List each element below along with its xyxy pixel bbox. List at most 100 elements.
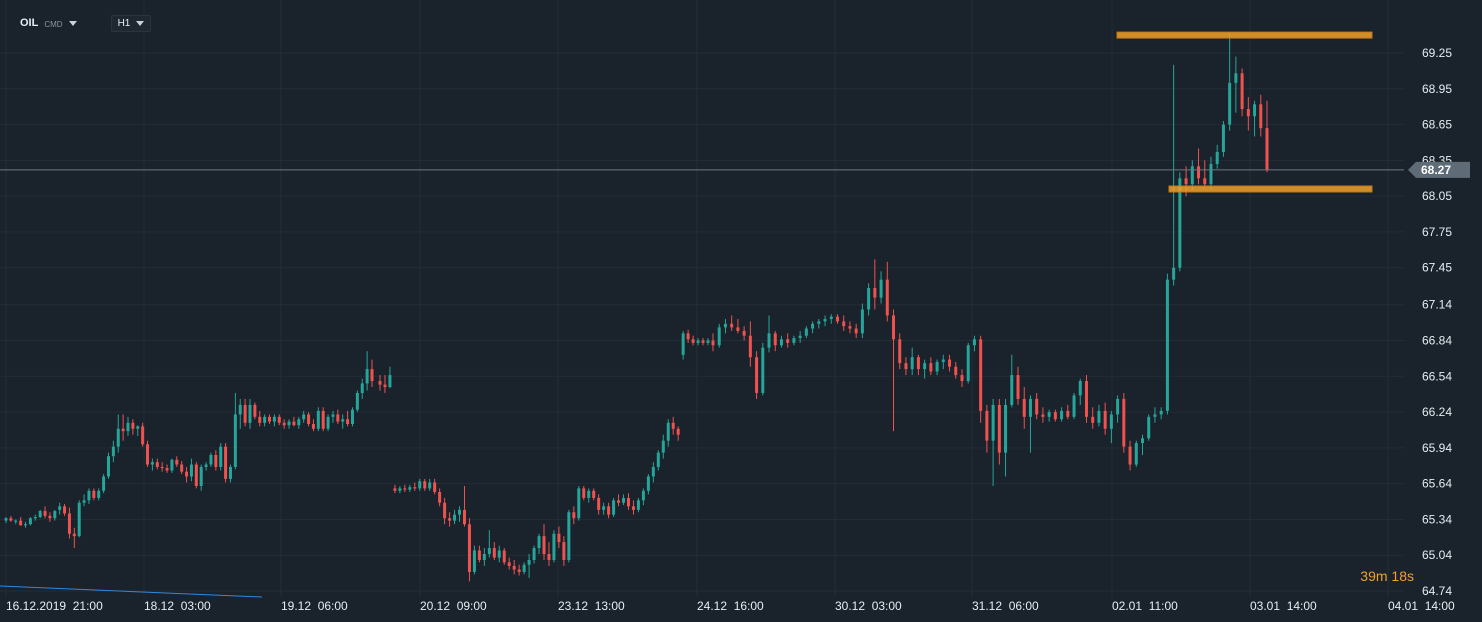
candle-body xyxy=(960,375,964,382)
candle-body xyxy=(106,456,110,477)
y-tick-label: 66.54 xyxy=(1422,369,1452,383)
candle-body xyxy=(111,446,115,457)
candle-body xyxy=(854,328,858,334)
candle-body xyxy=(185,471,189,477)
candle-body xyxy=(842,321,846,327)
candle-body xyxy=(146,444,150,465)
candle-body xyxy=(321,410,325,429)
candle-body xyxy=(1172,267,1176,280)
candle-body xyxy=(723,323,727,328)
candle-body xyxy=(879,279,883,298)
candle-body xyxy=(779,339,783,346)
candle-body xyxy=(736,327,740,331)
candle-body xyxy=(1116,398,1120,415)
candle-body xyxy=(755,357,759,393)
candle-body xyxy=(641,490,645,501)
candle-body xyxy=(1134,443,1138,465)
candle-body xyxy=(248,404,252,423)
candle-body xyxy=(9,518,13,521)
candle-body xyxy=(77,502,81,537)
candle-body xyxy=(72,533,76,537)
candle-body xyxy=(1178,178,1182,268)
candle-body xyxy=(773,333,777,346)
candle-body xyxy=(1041,414,1045,417)
candle-body xyxy=(150,462,154,465)
candle-countdown: 39m 18s xyxy=(1360,568,1414,584)
candle-body xyxy=(910,357,914,370)
candle-body xyxy=(204,464,208,467)
symbol-selector[interactable]: OIL CMD xyxy=(14,15,83,31)
candle-body xyxy=(214,455,218,467)
candle-body xyxy=(462,509,466,525)
candle-body xyxy=(413,487,417,489)
candle-body xyxy=(761,347,765,393)
candle-body xyxy=(92,490,96,498)
candle-body xyxy=(467,524,471,572)
candle-body xyxy=(607,506,611,515)
candle-body xyxy=(307,414,311,424)
candle-body xyxy=(898,339,902,364)
candle-body xyxy=(287,421,291,426)
y-tick-label: 68.95 xyxy=(1422,82,1452,96)
candle-body xyxy=(165,468,169,471)
candle-body xyxy=(517,569,521,572)
candle-body xyxy=(742,330,746,336)
candle-body xyxy=(14,520,18,522)
candle-body xyxy=(552,533,556,560)
candle-body xyxy=(428,482,432,489)
candle-body xyxy=(681,333,685,355)
candle-body xyxy=(67,513,71,534)
candle-body xyxy=(1165,279,1169,411)
candle-body xyxy=(38,511,42,518)
candle-body xyxy=(991,404,995,441)
candle-body xyxy=(277,416,281,423)
candle-body xyxy=(1159,410,1163,415)
candle-body xyxy=(1203,178,1207,185)
candle-body xyxy=(954,366,958,376)
candle-body xyxy=(696,340,700,343)
x-tick-label: 02.01 11:00 xyxy=(1112,599,1178,613)
candle-body xyxy=(636,500,640,510)
candle-body xyxy=(1153,414,1157,417)
candle-body xyxy=(701,340,705,343)
candle-body xyxy=(676,428,680,435)
candle-body xyxy=(326,416,330,429)
candle-body xyxy=(1190,166,1194,185)
candle-body xyxy=(547,554,551,560)
candle-body xyxy=(292,421,296,426)
candle-body xyxy=(126,422,130,432)
candle-body xyxy=(1053,412,1057,420)
timeframe-label: H1 xyxy=(117,17,131,29)
candle-body xyxy=(626,497,630,507)
candle-body xyxy=(542,536,546,555)
candle-body xyxy=(19,520,23,526)
candle-body xyxy=(180,464,184,472)
x-tick-label: 19.12 06:00 xyxy=(281,599,348,613)
candle-body xyxy=(272,416,276,422)
candle-body xyxy=(370,369,374,382)
candle-body xyxy=(1028,398,1032,417)
candle-body xyxy=(804,328,808,336)
candle-body xyxy=(512,565,516,570)
candle-body xyxy=(477,550,481,560)
candle-body xyxy=(418,481,422,489)
timeframe-selector[interactable]: H1 xyxy=(110,14,152,32)
candle-body xyxy=(1215,152,1219,164)
trend-line[interactable] xyxy=(0,585,263,598)
resistance-level[interactable] xyxy=(1116,31,1373,39)
current-price-tag xyxy=(1408,161,1470,178)
candle-body xyxy=(58,506,62,510)
candle-body xyxy=(238,404,242,415)
candle-body xyxy=(170,459,174,471)
candle-body xyxy=(867,288,871,310)
support-level[interactable] xyxy=(1168,185,1373,193)
candle-body xyxy=(997,404,1001,453)
candle-body xyxy=(1259,104,1263,129)
candle-body xyxy=(472,550,476,572)
candle-body xyxy=(823,319,827,322)
candle-body xyxy=(1091,416,1095,423)
chevron-down-icon xyxy=(136,20,145,26)
candle-body xyxy=(979,339,983,411)
current-price-label: 68.27 xyxy=(1421,163,1451,177)
